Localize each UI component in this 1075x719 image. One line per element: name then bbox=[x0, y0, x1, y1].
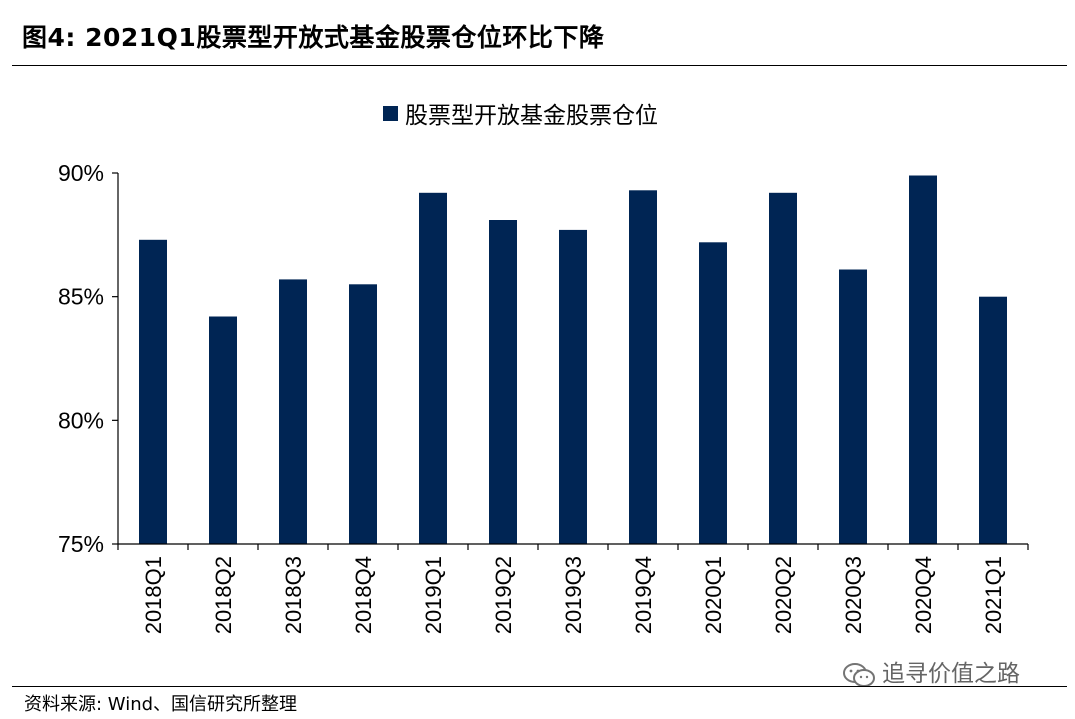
chart-legend: 股票型开放基金股票仓位 bbox=[383, 103, 658, 129]
wechat-icon bbox=[843, 662, 875, 687]
x-tick-label: 2019Q4 bbox=[631, 556, 656, 634]
legend-swatch bbox=[383, 106, 398, 121]
figure-title: 图4: 2021Q1股票型开放式基金股票仓位环比下降 bbox=[22, 23, 605, 52]
x-tick-label: 2020Q4 bbox=[911, 556, 936, 634]
source-note: 资料来源: Wind、国信研究所整理 bbox=[24, 694, 298, 715]
bar-2020Q2 bbox=[769, 192, 797, 545]
y-tick-label: 85% bbox=[58, 284, 104, 310]
x-tick-label: 2019Q1 bbox=[421, 556, 446, 634]
watermark-text: 追寻价值之路 bbox=[882, 661, 1020, 687]
bar-2018Q4 bbox=[349, 284, 377, 544]
bar-2018Q3 bbox=[279, 279, 307, 544]
y-tick-label: 90% bbox=[58, 160, 104, 186]
bar-2021Q1 bbox=[979, 296, 1007, 544]
bar-2020Q1 bbox=[699, 242, 727, 545]
watermark: 追寻价值之路 bbox=[842, 654, 1020, 688]
x-tick-label: 2021Q1 bbox=[981, 556, 1006, 634]
x-tick-label: 2018Q3 bbox=[281, 556, 306, 634]
x-axis: 2018Q1 2018Q2 2018Q3 2018Q4 2019Q1 2019Q2 2019… bbox=[117, 543, 1029, 634]
y-tick-label: 80% bbox=[58, 407, 104, 433]
bar-2019Q4 bbox=[629, 190, 657, 545]
footer-rule bbox=[12, 686, 1067, 687]
x-tick-label: 2019Q2 bbox=[491, 556, 516, 634]
x-tick-label: 2020Q2 bbox=[771, 556, 796, 634]
title-rule bbox=[12, 65, 1067, 66]
y-axis: 75% 80% 85% 90% bbox=[58, 160, 119, 557]
bar-2018Q1 bbox=[139, 239, 167, 545]
bar-2020Q4 bbox=[909, 175, 937, 544]
bar-2020Q3 bbox=[839, 269, 867, 544]
x-tick-label: 2018Q2 bbox=[211, 556, 236, 634]
bar-2019Q2 bbox=[489, 220, 517, 544]
y-tick-label: 75% bbox=[58, 531, 104, 557]
bar-2019Q1 bbox=[419, 192, 447, 545]
bars-group bbox=[139, 175, 1007, 545]
x-tick-label: 2020Q1 bbox=[701, 556, 726, 634]
x-tick-label: 2018Q4 bbox=[351, 556, 376, 634]
x-tick-label: 2020Q3 bbox=[841, 556, 866, 634]
bar-2018Q2 bbox=[209, 316, 237, 544]
x-tick-label: 2019Q3 bbox=[561, 556, 586, 634]
x-tick-label: 2018Q1 bbox=[141, 556, 166, 634]
legend-label: 股票型开放基金股票仓位 bbox=[405, 103, 658, 129]
bar-2019Q3 bbox=[559, 229, 587, 544]
